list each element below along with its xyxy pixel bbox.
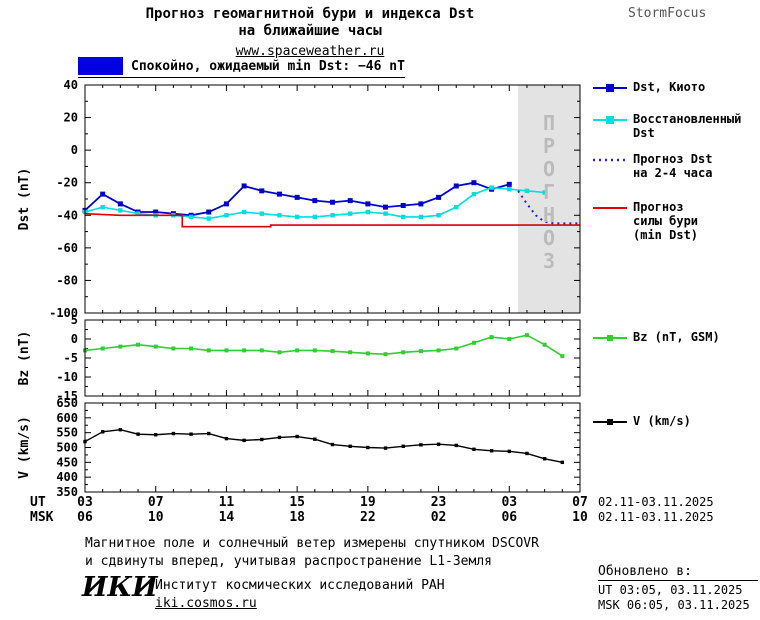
measurement-note: Магнитное поле и солнечный ветер измерен… xyxy=(85,535,539,571)
legend-storm-power: Прогноз силы бури (min Dst) xyxy=(593,200,698,242)
v-marker-icon xyxy=(593,419,627,425)
svg-text:02.11-03.11.2025: 02.11-03.11.2025 xyxy=(598,495,714,509)
svg-text:UT: UT xyxy=(30,495,46,510)
status-banner: Спокойно, ожидаемый min Dst: −46 nT xyxy=(78,57,405,78)
legend-bz-label: Bz (nT, GSM) xyxy=(633,330,720,344)
svg-text:MSK: MSK xyxy=(30,510,54,525)
svg-text:600: 600 xyxy=(56,411,78,425)
legend-restored-dst-label: Восстановленный Dst xyxy=(633,112,742,140)
svg-text:0: 0 xyxy=(71,143,78,157)
updated-block: Обновлено в: UT 03:05, 03.11.2025 MSK 06… xyxy=(598,564,758,613)
legend-storm-power-label: Прогноз силы бури (min Dst) xyxy=(633,200,699,242)
svg-text:02: 02 xyxy=(431,510,447,525)
site-link[interactable]: www.spaceweather.ru xyxy=(235,44,385,59)
storm-power-marker-icon xyxy=(593,207,627,209)
legend-forecast-dst-label: Прогноз Dst на 2-4 часа xyxy=(633,152,713,180)
svg-text:11: 11 xyxy=(219,495,235,510)
svg-text:350: 350 xyxy=(56,485,78,499)
page-subtitle: на ближайшие часы xyxy=(238,23,382,39)
legend-dst-kyoto-label: Dst, Киото xyxy=(633,80,706,94)
svg-text:18: 18 xyxy=(289,510,305,525)
legend-restored-dst: Восстановленный Dst xyxy=(593,112,741,140)
svg-text:20: 20 xyxy=(64,111,78,125)
org-site-link[interactable]: iki.cosmos.ru xyxy=(155,596,257,611)
legend-v-label: V (km/s) xyxy=(633,414,691,428)
svg-text:02.11-03.11.2025: 02.11-03.11.2025 xyxy=(598,510,714,524)
svg-text:06: 06 xyxy=(77,510,93,525)
svg-text:550: 550 xyxy=(56,426,78,440)
svg-text:19: 19 xyxy=(360,495,376,510)
brand-label: StormFocus xyxy=(628,6,707,21)
legend-bz: Bz (nT, GSM) xyxy=(593,330,720,344)
svg-text:-20: -20 xyxy=(56,176,78,190)
svg-text:400: 400 xyxy=(56,470,78,484)
svg-text:650: 650 xyxy=(56,396,78,410)
svg-text:-15: -15 xyxy=(56,389,78,403)
svg-text:22: 22 xyxy=(360,510,376,525)
svg-text:15: 15 xyxy=(289,495,305,510)
svg-text:-60: -60 xyxy=(56,241,78,255)
iki-logo: ИКИ xyxy=(82,572,158,603)
status-text: Спокойно, ожидаемый min Dst: −46 nT xyxy=(131,58,405,74)
updated-ut: UT 03:05, 03.11.2025 xyxy=(598,583,743,597)
measurement-note-line2: и сдвинуты вперед, учитывая распростране… xyxy=(85,554,492,569)
restored-dst-marker-icon xyxy=(593,116,627,124)
svg-text:40: 40 xyxy=(64,78,78,92)
legend-v: V (km/s) xyxy=(593,414,691,428)
svg-text:Dst (nT): Dst (nT) xyxy=(17,168,32,231)
svg-text:Bz (nT): Bz (nT) xyxy=(17,331,32,386)
svg-text:0: 0 xyxy=(71,332,78,346)
svg-text:450: 450 xyxy=(56,455,78,469)
bz-marker-icon xyxy=(593,335,627,341)
legend-forecast-dst: Прогноз Dst на 2-4 часа xyxy=(593,152,712,180)
svg-text:03: 03 xyxy=(77,495,93,510)
svg-text:-100: -100 xyxy=(49,306,78,320)
svg-text:14: 14 xyxy=(219,510,235,525)
storm-level-swatch xyxy=(78,57,123,75)
page-title: Прогноз геомагнитной бури и индекса Dst xyxy=(145,6,475,22)
svg-text:V (km/s): V (km/s) xyxy=(17,416,32,479)
svg-text:-10: -10 xyxy=(56,370,78,384)
forecast-region-label: ПРОГНОЗ xyxy=(542,111,556,273)
svg-text:10: 10 xyxy=(572,510,588,525)
svg-text:5: 5 xyxy=(71,313,78,327)
svg-text:-5: -5 xyxy=(64,351,78,365)
updated-msk: MSK 06:05, 03.11.2025 xyxy=(598,598,750,612)
svg-text:-80: -80 xyxy=(56,273,78,287)
svg-text:500: 500 xyxy=(56,441,78,455)
dst-kyoto-marker-icon xyxy=(593,84,627,92)
svg-text:23: 23 xyxy=(431,495,447,510)
forecast-dst-marker-icon xyxy=(593,158,627,162)
measurement-note-line1: Магнитное поле и солнечный ветер измерен… xyxy=(85,536,539,551)
title-block: Прогноз геомагнитной бури и индекса Dst … xyxy=(40,6,580,59)
svg-text:-40: -40 xyxy=(56,208,78,222)
svg-text:06: 06 xyxy=(501,510,517,525)
updated-heading: Обновлено в: xyxy=(598,564,758,581)
legend-dst-kyoto: Dst, Киото xyxy=(593,80,705,94)
svg-text:07: 07 xyxy=(148,495,164,510)
org-name: Институт космических исследований РАН xyxy=(155,578,445,593)
svg-text:07: 07 xyxy=(572,495,588,510)
svg-text:03: 03 xyxy=(501,495,517,510)
svg-text:10: 10 xyxy=(148,510,164,525)
